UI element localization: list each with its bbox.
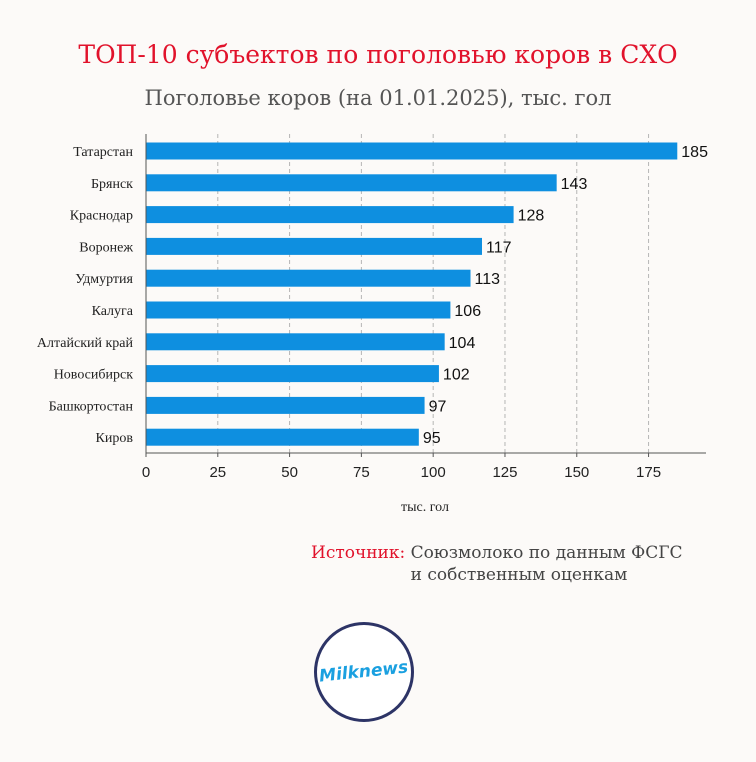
bars: [146, 142, 678, 446]
bar: [146, 142, 678, 160]
source-note: Источник: Союзмолоко по данным ФСГС и со…: [311, 542, 683, 586]
bar: [146, 269, 471, 287]
bar: [146, 333, 445, 351]
x-tick-label: 0: [142, 464, 150, 481]
value-label: 185: [681, 144, 708, 161]
value-label: 104: [449, 335, 476, 352]
category-label: Татарстан: [73, 145, 133, 160]
x-tick-label: 50: [281, 464, 298, 481]
bar: [146, 396, 425, 414]
source-line-2: и собственным оценкам: [410, 565, 628, 585]
value-label: 102: [443, 367, 470, 384]
chart-subtitle: Поголовье коров (на 01.01.2025), тыс. го…: [144, 86, 612, 110]
bar: [146, 237, 482, 255]
logo-text: Milknews: [318, 657, 410, 687]
source-text: Союзмолоко по данным ФСГС и собственным …: [411, 542, 683, 586]
x-tick-label: 150: [564, 464, 589, 481]
category-label: Киров: [96, 431, 134, 446]
category-label: Удмуртия: [75, 272, 133, 287]
x-tick-label: 125: [492, 464, 517, 481]
value-label: 128: [518, 208, 545, 225]
category-label: Алтайский край: [37, 336, 134, 351]
value-label: 106: [454, 303, 481, 320]
category-label: Калуга: [92, 304, 134, 319]
x-tick-label: 100: [421, 464, 446, 481]
value-label: 97: [429, 398, 447, 415]
value-label: 117: [486, 239, 512, 256]
bar: [146, 301, 451, 319]
bar: [146, 428, 419, 446]
axes: [145, 134, 706, 457]
bar: [146, 206, 514, 224]
x-axis-label: тыс. гол: [401, 500, 449, 515]
category-label: Новосибирск: [54, 368, 134, 383]
source-label: Источник:: [311, 543, 406, 563]
x-tick-label: 75: [353, 464, 370, 481]
value-label: 113: [475, 271, 501, 288]
x-tick-label: 175: [636, 464, 661, 481]
bar: [146, 365, 439, 383]
bar: [146, 174, 557, 192]
category-label: Брянск: [91, 177, 133, 192]
category-label: Башкортостан: [49, 399, 134, 414]
chart-title: ТОП-10 субъектов по поголовью коров в СХ…: [78, 40, 678, 69]
x-tick-label: 25: [209, 464, 226, 481]
milknews-logo: Milknews: [314, 622, 414, 722]
value-label: 95: [423, 430, 441, 447]
category-label: Краснодар: [70, 209, 133, 224]
value-label: 143: [561, 176, 588, 193]
source-line-1: Союзмолоко по данным ФСГС: [410, 543, 683, 563]
labels: 0 25 50 75 100 125 150 175 Татарстан 185 Брянск 143…: [37, 144, 708, 481]
category-label: Воронеж: [79, 240, 133, 255]
